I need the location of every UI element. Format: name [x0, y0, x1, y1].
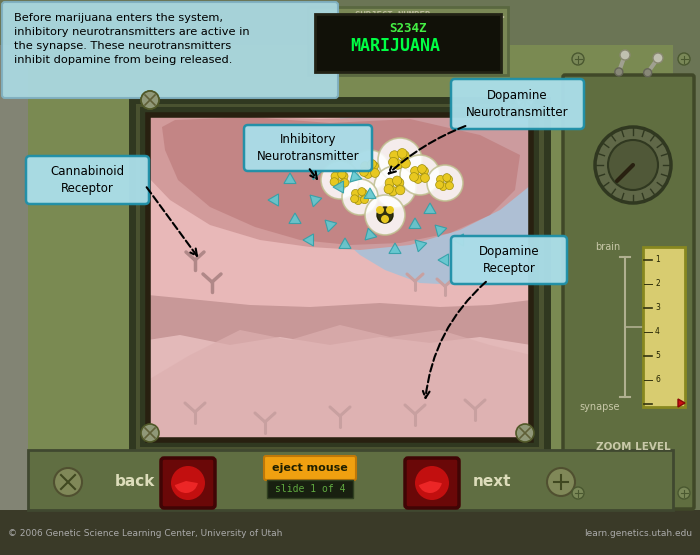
- FancyBboxPatch shape: [140, 107, 539, 447]
- FancyBboxPatch shape: [148, 115, 531, 440]
- Polygon shape: [162, 117, 520, 245]
- Circle shape: [377, 207, 393, 223]
- Polygon shape: [325, 220, 337, 232]
- Circle shape: [351, 195, 358, 203]
- Circle shape: [398, 149, 407, 158]
- FancyBboxPatch shape: [405, 458, 459, 508]
- Circle shape: [400, 159, 410, 168]
- Circle shape: [437, 175, 444, 183]
- Circle shape: [516, 424, 534, 442]
- Circle shape: [360, 162, 370, 170]
- Circle shape: [351, 189, 360, 198]
- Circle shape: [595, 127, 671, 203]
- Circle shape: [385, 178, 394, 188]
- Polygon shape: [678, 399, 685, 407]
- Circle shape: [331, 172, 340, 180]
- Circle shape: [445, 181, 454, 190]
- Text: back: back: [115, 475, 155, 490]
- Text: slide 1 of 4: slide 1 of 4: [274, 484, 345, 494]
- Polygon shape: [438, 254, 449, 266]
- FancyBboxPatch shape: [0, 45, 30, 510]
- Polygon shape: [333, 181, 344, 193]
- Text: synapse: synapse: [580, 402, 620, 412]
- Circle shape: [334, 180, 342, 188]
- Circle shape: [390, 151, 399, 160]
- Circle shape: [370, 162, 379, 170]
- Polygon shape: [303, 234, 314, 246]
- Circle shape: [419, 166, 428, 175]
- Circle shape: [516, 91, 534, 109]
- Polygon shape: [339, 238, 351, 249]
- Polygon shape: [350, 170, 362, 182]
- Circle shape: [141, 424, 159, 442]
- FancyBboxPatch shape: [0, 510, 700, 555]
- FancyBboxPatch shape: [563, 75, 694, 509]
- Circle shape: [410, 173, 419, 181]
- Circle shape: [360, 196, 368, 204]
- Circle shape: [393, 176, 402, 185]
- Circle shape: [337, 170, 346, 179]
- Wedge shape: [419, 481, 442, 493]
- Circle shape: [350, 150, 390, 190]
- Text: © 2006 Genetic Science Learning Center, University of Utah: © 2006 Genetic Science Learning Center, …: [8, 528, 282, 537]
- FancyBboxPatch shape: [451, 79, 584, 129]
- Circle shape: [374, 166, 416, 208]
- Circle shape: [321, 161, 359, 199]
- Text: Cannabinoid
Receptor: Cannabinoid Receptor: [50, 165, 125, 195]
- Circle shape: [439, 183, 447, 190]
- Circle shape: [415, 466, 449, 500]
- Circle shape: [370, 169, 379, 178]
- Circle shape: [365, 195, 405, 235]
- FancyBboxPatch shape: [308, 7, 508, 75]
- Text: SUBJECT NUMBER: SUBJECT NUMBER: [355, 11, 430, 20]
- Text: Before marijuana enters the system,
inhibitory neurotransmitters are active in
t: Before marijuana enters the system, inhi…: [14, 13, 250, 65]
- Circle shape: [608, 140, 658, 190]
- FancyBboxPatch shape: [244, 125, 372, 171]
- Circle shape: [389, 186, 398, 196]
- Polygon shape: [389, 243, 401, 254]
- FancyBboxPatch shape: [451, 236, 567, 284]
- Circle shape: [435, 181, 444, 189]
- FancyBboxPatch shape: [315, 14, 501, 72]
- Text: ZOOM LEVEL: ZOOM LEVEL: [596, 442, 671, 452]
- Text: S234Z: S234Z: [389, 22, 427, 35]
- Circle shape: [615, 68, 623, 76]
- Polygon shape: [364, 188, 376, 199]
- Polygon shape: [148, 295, 531, 440]
- Circle shape: [141, 91, 159, 109]
- Circle shape: [378, 138, 422, 182]
- Circle shape: [572, 53, 584, 65]
- Polygon shape: [310, 195, 322, 207]
- FancyBboxPatch shape: [161, 458, 215, 508]
- Circle shape: [54, 468, 82, 496]
- Polygon shape: [424, 203, 436, 214]
- Circle shape: [340, 172, 348, 180]
- FancyBboxPatch shape: [132, 100, 547, 455]
- Circle shape: [444, 175, 453, 183]
- Text: 1: 1: [655, 255, 659, 265]
- Circle shape: [418, 165, 426, 173]
- Text: 3: 3: [655, 304, 660, 312]
- FancyBboxPatch shape: [28, 450, 673, 510]
- Circle shape: [427, 165, 463, 201]
- Circle shape: [376, 206, 384, 214]
- Circle shape: [363, 170, 372, 178]
- Circle shape: [620, 50, 630, 60]
- Circle shape: [354, 196, 362, 205]
- Circle shape: [393, 159, 402, 169]
- Circle shape: [644, 69, 652, 77]
- Circle shape: [368, 160, 377, 168]
- Text: next: next: [473, 475, 511, 490]
- Circle shape: [342, 179, 378, 215]
- Text: Dopamine
Neurotransmitter: Dopamine Neurotransmitter: [466, 89, 569, 119]
- Circle shape: [678, 487, 690, 499]
- Circle shape: [678, 53, 690, 65]
- Circle shape: [400, 151, 410, 160]
- Circle shape: [516, 91, 534, 109]
- Polygon shape: [409, 218, 421, 229]
- Circle shape: [389, 158, 398, 167]
- Circle shape: [360, 189, 368, 198]
- Text: 2: 2: [655, 280, 659, 289]
- FancyBboxPatch shape: [0, 45, 30, 510]
